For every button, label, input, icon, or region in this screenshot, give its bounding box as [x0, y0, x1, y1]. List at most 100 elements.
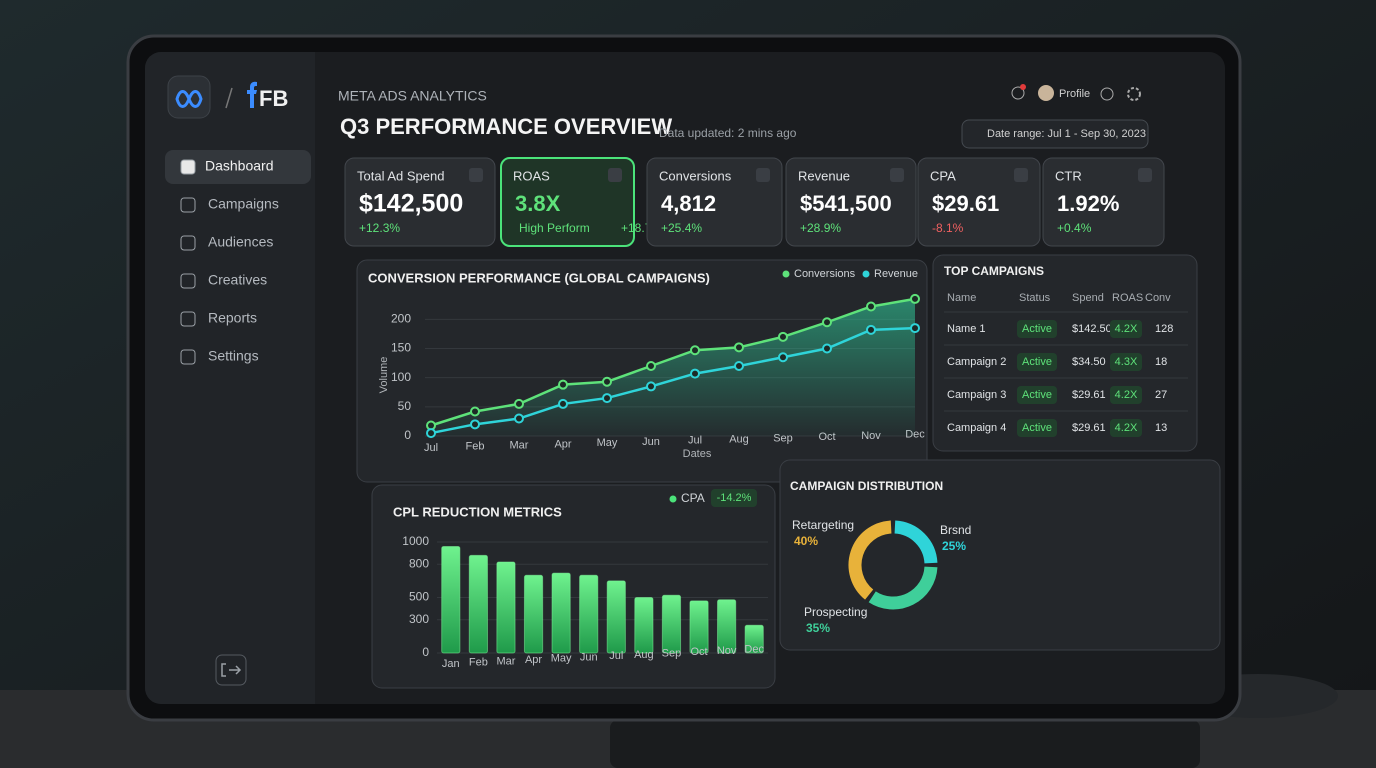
data-point — [646, 381, 656, 392]
data-point — [822, 343, 832, 354]
nav-item[interactable]: Dashboard — [205, 158, 274, 174]
x-tick-label: Apr — [525, 654, 542, 666]
data-point — [470, 406, 480, 417]
table-cell: 4.2X — [1115, 323, 1138, 335]
data-point — [514, 398, 524, 409]
data-point — [558, 379, 568, 390]
kpi-card — [500, 157, 635, 247]
x-tick-label: Sep — [662, 648, 682, 660]
table-cell: 128 — [1155, 323, 1173, 335]
data-point — [778, 331, 788, 342]
badge-bg — [711, 489, 757, 507]
segment-label: Brsnd — [940, 523, 971, 537]
kpi-label: Total Ad Spend — [357, 168, 444, 183]
kpi-menu[interactable] — [756, 168, 770, 182]
nav-item[interactable]: Reports — [208, 310, 257, 326]
status-pill — [1017, 320, 1057, 338]
segment-value: 35% — [806, 621, 830, 635]
data-point — [866, 301, 876, 312]
table-cell: 4.2X — [1115, 389, 1138, 401]
help-icon[interactable] — [1100, 87, 1114, 101]
kpi-card — [646, 157, 783, 247]
logout-button[interactable] — [215, 654, 247, 686]
table-header: Status — [1019, 292, 1051, 304]
bar — [496, 561, 516, 654]
profile-link[interactable]: Profile — [1059, 88, 1090, 100]
data-point — [734, 361, 744, 371]
x-tick-label: Jan — [442, 658, 460, 670]
legend-label: Conversions — [794, 268, 856, 280]
nav-item[interactable]: Audiences — [208, 234, 273, 250]
nav-item[interactable]: Creatives — [208, 272, 267, 288]
kpi-value: 4,812 — [661, 191, 716, 216]
settings-icon[interactable] — [1127, 87, 1141, 101]
series-line — [430, 326, 916, 435]
table-header: ROAS — [1112, 292, 1143, 304]
kpi-card — [1042, 157, 1165, 247]
kpi-menu[interactable] — [890, 168, 904, 182]
y-tick-label: 0 — [404, 428, 411, 442]
bar — [606, 580, 626, 654]
change-badge: -14.2% — [717, 492, 752, 504]
avatar[interactable] — [1038, 85, 1054, 101]
table-cell: Campaign 3 — [947, 389, 1006, 401]
kpi-change: +12.3% — [359, 221, 400, 235]
nav-icon — [180, 197, 196, 213]
updated-note: Data updated: 2 mins ago — [659, 126, 797, 140]
nav-icon — [180, 311, 196, 327]
kpi-value: 1.92% — [1057, 191, 1119, 216]
bar — [689, 600, 709, 654]
table-cell: Campaign 4 — [947, 422, 1006, 434]
y-axis-label: Volume — [378, 357, 390, 394]
kpi-menu[interactable] — [469, 168, 483, 182]
chart-title: CAMPAIGN DISTRIBUTION — [790, 479, 943, 493]
bar — [717, 599, 737, 654]
legend-swatch — [669, 495, 677, 503]
chart-title: CPL REDUCTION METRICS — [393, 504, 562, 519]
table-cell: 13 — [1155, 422, 1167, 434]
kpi-menu[interactable] — [1014, 168, 1028, 182]
kpi-label: CTR — [1055, 168, 1082, 183]
y-tick-label: 300 — [409, 612, 429, 626]
nav-item[interactable]: Settings — [208, 348, 259, 364]
x-tick-label: Apr — [554, 438, 571, 450]
x-tick-label: Jun — [642, 436, 660, 448]
kpi-value: $541,500 — [800, 191, 892, 216]
legend-swatch — [862, 270, 870, 278]
kpi-change: +28.9% — [800, 221, 841, 235]
kpi-value: $142,500 — [359, 190, 463, 218]
nav-item[interactable]: Campaigns — [208, 196, 279, 212]
data-point — [602, 393, 612, 404]
data-point — [690, 368, 700, 379]
table-header: Conv — [1145, 292, 1171, 304]
kpi-label: ROAS — [513, 168, 550, 183]
kpi-menu[interactable] — [1138, 168, 1152, 182]
data-point — [558, 398, 568, 409]
eyebrow: META ADS ANALYTICS — [338, 88, 487, 104]
page-title: Q3 PERFORMANCE OVERVIEW — [340, 114, 672, 139]
brand-name: FB — [259, 86, 288, 111]
table-cell: Active — [1022, 422, 1052, 434]
x-tick-label: Jun — [580, 651, 598, 663]
kpi-card — [917, 157, 1041, 247]
y-tick-label: 800 — [409, 556, 429, 570]
table-cell: $29.61 — [1072, 422, 1106, 434]
segment-label: Retargeting — [792, 518, 854, 532]
table-cell: Active — [1022, 323, 1052, 335]
kpi-menu[interactable] — [608, 168, 622, 182]
status-pill — [1017, 353, 1057, 371]
date-range-button[interactable] — [961, 119, 1149, 149]
legend-label: Revenue — [874, 268, 918, 280]
segment-label: Prospecting — [804, 605, 867, 619]
notification-icon[interactable] — [1011, 86, 1025, 100]
x-tick-label: Oct — [690, 646, 707, 658]
legend-label: CPA — [681, 491, 705, 505]
y-tick-label: 150 — [391, 341, 411, 355]
bar — [468, 554, 488, 654]
kpi-change: +0.4% — [1057, 221, 1092, 235]
nav-icon — [180, 273, 196, 289]
table-cell: $34.50 — [1072, 356, 1106, 368]
bar — [523, 574, 544, 654]
data-point — [646, 361, 656, 371]
